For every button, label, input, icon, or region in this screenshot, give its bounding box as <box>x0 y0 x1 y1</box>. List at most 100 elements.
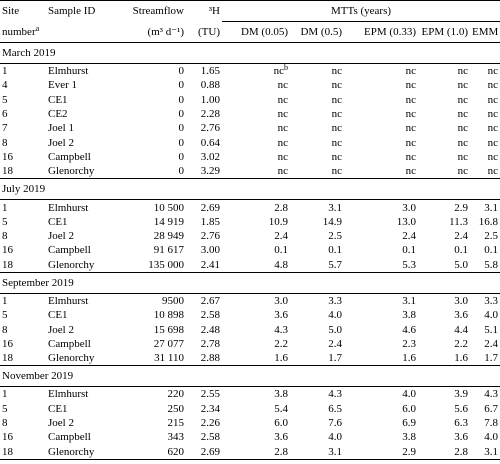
table-cell: 18 <box>2 352 13 365</box>
table-cell: 3.0 <box>274 295 288 307</box>
table-cell: 2.5 <box>484 230 499 243</box>
table-cell: 3.3 <box>328 295 342 307</box>
table-cell: 6.7 <box>484 402 499 415</box>
table-cell: 28 949 <box>153 230 184 243</box>
table-row: 1 Elmhurst 0 1.65 ncb nc nc nc nc <box>0 64 500 79</box>
table-body: March 2019 1 Elmhurst 0 1.65 ncb nc nc nc nc 4 Ever… <box>0 42 500 460</box>
section-row: March 2019 <box>0 42 500 64</box>
table-cell: 13.0 <box>396 215 416 228</box>
table-cell: 10.9 <box>268 215 288 228</box>
table-cell: CE1 <box>48 309 68 322</box>
table-cell: 3.6 <box>274 431 288 444</box>
table-cell: CE2 <box>48 108 68 121</box>
table-cell: Glenorchy <box>46 444 116 460</box>
table-cell: 0.1 <box>484 244 499 257</box>
table-cell: 0.88 <box>200 79 220 92</box>
table-cell: nc <box>487 108 499 121</box>
table-cell: 620 <box>116 444 186 460</box>
table-cell: 0.64 <box>200 136 220 149</box>
table-cell: 16 <box>2 431 13 444</box>
table-cell: 9500 <box>162 295 184 307</box>
table-cell: 1.6 <box>454 352 468 365</box>
table-cell: 4.0 <box>484 431 499 444</box>
table-cell: 3.1 <box>402 295 416 307</box>
section-title: March 2019 <box>0 42 500 64</box>
table-cell: 31 110 <box>154 352 184 365</box>
table-cell: 10 898 <box>153 309 184 322</box>
table-cell: 3.8 <box>402 309 416 322</box>
table-cell: 4.3 <box>274 323 288 336</box>
table-cell: nc <box>405 65 416 78</box>
table-row: 16 Campbell 343 2.58 3.6 4.0 3.8 3.6 4.0 <box>0 430 500 444</box>
table-cell: 2.67 <box>200 295 220 307</box>
table-cell: 16.8 <box>478 215 499 228</box>
table-cell: 135 000 <box>148 258 184 271</box>
table-cell: 2.8 <box>274 201 288 214</box>
table-cell: 1.7 <box>484 352 499 365</box>
table-cell: nc <box>405 165 416 178</box>
table-cell: 4.3 <box>484 388 499 401</box>
table-cell: nc <box>405 136 416 149</box>
table-row: 8 Joel 2 0 0.64 nc nc nc nc nc <box>0 135 500 149</box>
table-row: 6 CE2 0 2.28 nc nc nc nc nc <box>0 107 500 121</box>
table-cell: 1.6 <box>402 352 416 365</box>
table-cell: 3.6 <box>274 309 288 322</box>
table-cell: nc <box>405 79 416 92</box>
table-cell: 3.1 <box>290 444 344 460</box>
table-cell: 2.26 <box>200 417 220 430</box>
table-cell: Joel 2 <box>48 136 74 149</box>
table-cell: nc <box>277 79 288 92</box>
table-cell: 91 617 <box>153 244 184 257</box>
table-cell: 4.0 <box>328 431 342 444</box>
table-row: 5 CE1 10 898 2.58 3.6 4.0 3.8 3.6 4.0 <box>0 308 500 322</box>
table-cell: nc <box>405 108 416 121</box>
table-cell: 5.3 <box>402 258 416 271</box>
table-cell: 1.65 <box>200 65 220 78</box>
table-cell: 250 <box>167 402 185 415</box>
section-row: November 2019 <box>0 365 500 388</box>
table-cell: 3.1 <box>328 201 342 214</box>
table-cell: nc <box>331 150 342 163</box>
table-cell: 3.6 <box>454 431 468 444</box>
table-cell: Joel 2 <box>48 417 74 430</box>
table-cell: 2.69 <box>186 444 222 460</box>
table-cell: 3.0 <box>454 295 468 307</box>
table-row: 5 CE1 0 1.00 nc nc nc nc nc <box>0 93 500 107</box>
table-cell: 5.4 <box>274 402 288 415</box>
table-row: 16 Campbell 91 617 3.00 0.1 0.1 0.1 0.1 0.1 <box>0 243 500 257</box>
table-cell: 2.58 <box>200 431 220 444</box>
table-cell: 27 077 <box>153 337 184 350</box>
table-cell: 0.1 <box>454 244 468 257</box>
table-cell: Joel 1 <box>48 122 74 135</box>
table-cell: nc <box>277 136 288 149</box>
table-cell: 7.6 <box>328 417 342 430</box>
table-cell: nc <box>487 79 499 92</box>
table-cell: 1 <box>2 295 8 307</box>
table-cell: 6.0 <box>402 402 416 415</box>
table-cell: nc <box>457 136 468 149</box>
table-cell: Glenorchy <box>48 258 95 271</box>
table-cell: nc <box>457 108 468 121</box>
table-cell: nc <box>331 108 342 121</box>
table-cell: 14 919 <box>153 215 184 228</box>
table-cell: 0 <box>178 79 185 92</box>
header-cell: EPM (0.33) <box>344 21 418 43</box>
table-cell: Glenorchy <box>48 165 95 178</box>
header-cell: EPM (1.0) <box>418 21 470 43</box>
table-cell: 8 <box>2 136 8 149</box>
table-cell: 3.02 <box>200 150 220 163</box>
table-cell: CE1 <box>48 93 68 106</box>
table-cell: 0 <box>178 108 185 121</box>
cell-text: nc <box>273 65 284 78</box>
table-cell: 7.8 <box>484 417 499 430</box>
table-cell: 4.4 <box>454 323 468 336</box>
table-cell: 6.0 <box>274 417 288 430</box>
table-cell: 2.2 <box>274 337 288 350</box>
table-cell: nc <box>277 150 288 163</box>
table-cell: 10 500 <box>153 201 184 214</box>
table-cell: 8 <box>2 417 8 430</box>
table-cell: Campbell <box>48 244 91 257</box>
table-cell: 2.34 <box>200 402 220 415</box>
table-cell: nc <box>457 79 468 92</box>
